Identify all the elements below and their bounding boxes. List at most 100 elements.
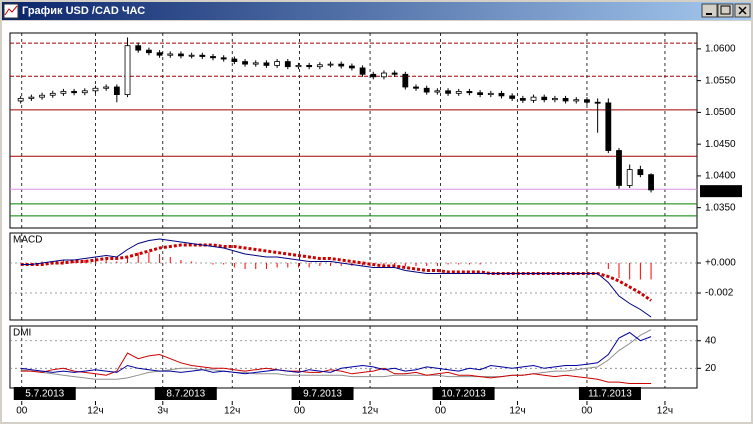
candle-body [71,91,78,94]
candle-body [370,73,377,78]
candle-body [295,64,302,68]
candle-body [327,63,334,66]
maximize-glyph [720,5,731,15]
candle-body [210,56,216,59]
date-marker-box [13,387,76,400]
candle-body [231,58,238,62]
close-glyph [738,6,747,15]
candle-body [135,45,142,51]
x-tick-label: 12ч [509,406,525,417]
x-tick-label: 12ч [87,406,103,417]
y-tick-label: 1.0500 [705,107,736,118]
candle-body [306,64,313,68]
candle-body [605,102,612,151]
candle-body [530,96,537,101]
date-marker-label: 8.7.2013 [166,389,205,400]
x-tick-label: 00 [294,406,306,417]
candle-body [92,87,99,92]
candle-body [551,98,558,101]
minimize-button[interactable] [701,3,718,18]
candle-body [145,49,152,54]
panel-title: MACD [13,235,42,246]
candle-body [381,72,387,78]
candle-body [178,53,184,57]
candle-body [103,86,110,89]
date-marker-box [154,387,217,400]
y-tick-label: 1.0550 [705,75,736,86]
window-buttons [701,3,751,18]
plot-area: 1.0600 1.0550 1.0500 1.0450 1.0400 1.0350 1.03… [9,32,742,417]
candle-body [284,61,291,68]
candle-body [348,65,355,69]
candle-body [17,98,24,102]
candle-body [167,53,174,56]
candle-body [541,96,548,101]
last-price-label: 1.0376 [705,186,736,197]
candle-body [487,92,494,96]
series-line [20,329,652,380]
candle-body [648,174,654,191]
date-marker-label: 11.7.2013 [588,389,632,400]
candle-body [81,90,88,94]
candle-body [413,86,419,89]
y-tick-label: 1.0450 [705,139,736,150]
y-tick-label: 20 [705,363,717,374]
candle-body [584,99,590,103]
candle-body [466,91,473,94]
candle-body [242,61,248,65]
window-title: График USD /CAD ЧАС [22,5,145,17]
candle-body [573,99,580,102]
candle-body [113,86,120,96]
candle-body [263,62,270,66]
date-marker-label: 10.7.2013 [441,389,486,400]
x-tick-label: 00 [16,406,28,417]
date-marker-label: 9.7.2013 [303,389,342,400]
date-marker-box [578,387,641,400]
date-marker-box [291,387,354,400]
x-tick-label: 12ч [657,406,673,417]
series-line [20,238,652,318]
candle-body [359,67,366,75]
y-tick-label: 1.0350 [705,202,736,213]
title-bar [2,2,751,20]
x-tick-label: 3ч [157,406,168,417]
candle-body [391,72,398,75]
series-line [20,243,652,302]
candle-body [60,91,67,94]
x-tick-label: 12ч [362,406,378,417]
candle-body [562,98,569,102]
candle-body [477,92,484,96]
candle-body [338,63,345,67]
candle-body [509,95,516,99]
candle-body [594,101,601,104]
candle-body [616,150,622,186]
x-tick-label: 00 [435,406,447,417]
date-marker-label: 5.7.2013 [25,389,64,400]
window-icon-glyph [4,5,18,16]
x-tick-label: 12ч [224,406,240,417]
candle-body [455,91,462,94]
candle-body [220,57,227,60]
y-tick-label: 40 [705,335,717,346]
candle-body [252,62,259,65]
candle-body [39,94,45,98]
candle-body [637,169,644,176]
series-line [20,331,652,375]
candle-body [423,87,430,93]
candle-body [498,92,505,97]
candle-body [402,73,409,88]
candle-body [626,169,633,186]
candle-body [188,54,195,57]
y-tick-label: +0.000 [705,258,736,269]
x-tick-label: 00 [581,406,593,417]
date-marker-box [432,387,495,400]
candle-body [199,54,206,57]
candle-body [49,92,56,96]
candle-body [316,64,323,68]
candle-body [28,96,35,99]
candle-body [156,52,163,56]
candle-body [445,90,451,94]
candle-body [519,98,526,101]
y-tick-label: -0.002 [705,288,734,299]
